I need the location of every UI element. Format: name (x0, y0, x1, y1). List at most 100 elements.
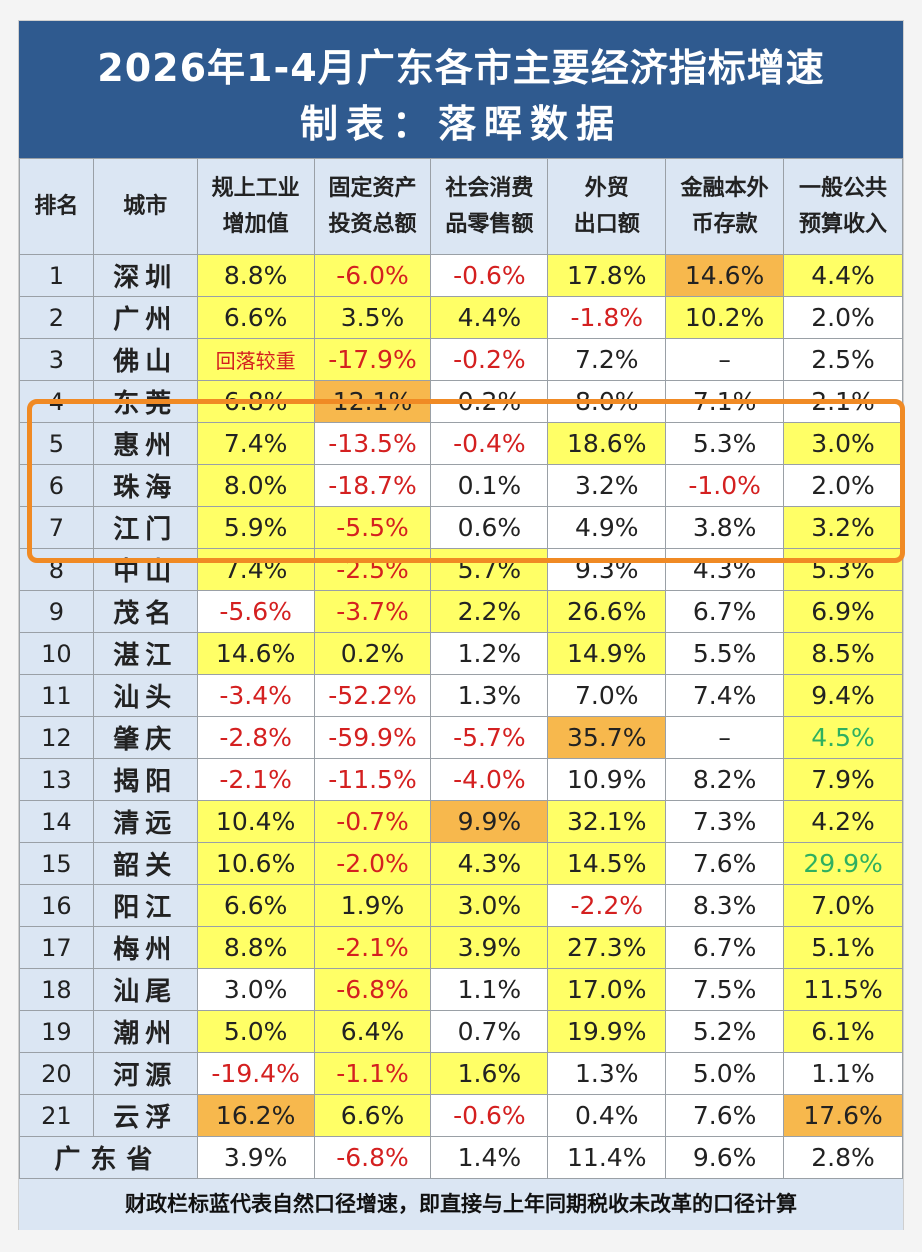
value-cell: 5.2% (665, 1010, 785, 1053)
value-cell: 35.7% (547, 716, 667, 759)
value-cell: 6.9% (783, 590, 903, 633)
table-row: 9 茂名 -5.6% -3.7% 2.2% 26.6% 6.7% 6.9% (19, 590, 903, 633)
value-cell: 1.3% (547, 1052, 667, 1095)
rank-cell: 4 (19, 380, 94, 423)
value-cell: 9.9% (430, 800, 549, 843)
value-cell: 7.4% (665, 674, 785, 717)
rank-cell: 21 (19, 1094, 94, 1137)
value-cell: -3.7% (313, 590, 432, 633)
value-cell: 3.8% (665, 506, 785, 549)
column-header: 社会消费 品零售额 (430, 158, 549, 255)
column-header: 外贸 出口额 (547, 158, 667, 255)
value-cell: 3.2% (547, 464, 667, 507)
column-header: 金融本外 币存款 (665, 158, 785, 255)
city-cell: 珠海 (92, 464, 198, 507)
value-cell: 4.2% (783, 800, 903, 843)
city-cell: 云浮 (92, 1094, 198, 1137)
city-cell: 潮州 (92, 1010, 198, 1053)
value-cell: 0.2% (313, 632, 432, 675)
value-cell: 0.2% (430, 380, 549, 423)
value-cell: 10.2% (665, 296, 785, 339)
column-header-line1: 一般公共 (799, 175, 888, 201)
value-cell: 17.6% (783, 1094, 903, 1137)
rank-cell: 8 (19, 548, 94, 591)
column-header: 一般公共 预算收入 (783, 158, 903, 255)
table-row: 15 韶关 10.6% -2.0% 4.3% 14.5% 7.6% 29.9% (19, 842, 903, 885)
value-cell: 2.0% (783, 296, 903, 339)
value-cell: 17.8% (547, 254, 667, 297)
value-cell: 1.6% (430, 1052, 549, 1095)
value-cell: 7.3% (665, 800, 785, 843)
column-header-line1: 金融本外 (680, 175, 769, 201)
value-cell: 5.7% (430, 548, 549, 591)
rank-cell: 16 (19, 884, 94, 927)
city-cell: 肇庆 (92, 716, 198, 759)
value-cell: -2.8% (196, 716, 315, 759)
rank-cell: 19 (19, 1010, 94, 1053)
value-cell: -1.1% (313, 1052, 432, 1095)
value-cell: 8.2% (665, 758, 785, 801)
value-cell: -13.5% (313, 422, 432, 465)
value-cell: 5.9% (196, 506, 315, 549)
province-value-cell: 1.4% (430, 1136, 549, 1179)
value-cell: -2.1% (196, 758, 315, 801)
value-cell: 3.0% (783, 422, 903, 465)
rank-cell: 6 (19, 464, 94, 507)
value-cell: 11.5% (783, 968, 903, 1011)
value-cell: 1.3% (430, 674, 549, 717)
value-cell: -2.5% (313, 548, 432, 591)
value-cell: 0.1% (430, 464, 549, 507)
table-row: 3 佛山 回落较重 -17.9% -0.2% 7.2% –2.5% (19, 338, 903, 381)
value-cell: 7.4% (196, 548, 315, 591)
value-cell: 8.5% (783, 632, 903, 675)
value-cell: 27.3% (547, 926, 667, 969)
rank-cell: 2 (19, 296, 94, 339)
province-value-cell: 3.9% (196, 1136, 315, 1179)
value-cell: 10.6% (196, 842, 315, 885)
rank-cell: 9 (19, 590, 94, 633)
city-cell: 东莞 (92, 380, 198, 423)
province-value-cell: 2.8% (783, 1136, 903, 1179)
value-cell: 8.8% (196, 926, 315, 969)
table-row: 6 珠海 8.0% -18.7% 0.1% 3.2% -1.0% 2.0% (19, 464, 903, 507)
city-cell: 阳江 (92, 884, 198, 927)
table-row: 13 揭阳 -2.1% -11.5% -4.0% 10.9% 8.2% 7.9% (19, 758, 903, 801)
column-header: 固定资产 投资总额 (313, 158, 432, 255)
value-cell: 7.5% (665, 968, 785, 1011)
city-cell: 韶关 (92, 842, 198, 885)
column-header: 规上工业 增加值 (196, 158, 315, 255)
value-cell: -11.5% (313, 758, 432, 801)
rank-cell: 18 (19, 968, 94, 1011)
value-cell: 4.3% (430, 842, 549, 885)
city-cell: 惠州 (92, 422, 198, 465)
rank-cell: 15 (19, 842, 94, 885)
city-cell: 湛江 (92, 632, 198, 675)
value-cell: -52.2% (313, 674, 432, 717)
table-row: 18 汕尾 3.0% -6.8% 1.1% 17.0% 7.5% 11.5% (19, 968, 903, 1011)
value-cell: 14.6% (665, 254, 785, 297)
value-cell: 9.3% (547, 548, 667, 591)
value-cell: 5.3% (665, 422, 785, 465)
value-cell: -2.0% (313, 842, 432, 885)
value-cell: 4.3% (665, 548, 785, 591)
value-cell: 1.9% (313, 884, 432, 927)
table-row: 11 汕头 -3.4% -52.2% 1.3% 7.0% 7.4% 9.4% (19, 674, 903, 717)
rank-cell: 10 (19, 632, 94, 675)
table-row: 17 梅州 8.8% -2.1% 3.9% 27.3% 6.7% 5.1% (19, 926, 903, 969)
rank-cell: 5 (19, 422, 94, 465)
table-row: 10 湛江 14.6% 0.2% 1.2% 14.9% 5.5% 8.5% (19, 632, 903, 675)
table-row: 16 阳江 6.6% 1.9% 3.0% -2.2% 8.3% 7.0% (19, 884, 903, 927)
indicator-table: 排名 城市 规上工业 增加值 固定资产 投资总额 社会消费 品零售额 外贸 出口额 金融本外 币存款一… (19, 158, 903, 1179)
value-cell: 7.6% (665, 842, 785, 885)
city-cell: 河源 (92, 1052, 198, 1095)
value-cell: 1.1% (430, 968, 549, 1011)
column-header-line2: 品零售额 (445, 211, 534, 237)
city-cell: 中山 (92, 548, 198, 591)
column-header-line2: 币存款 (691, 211, 758, 237)
province-value-cell: -6.8% (313, 1136, 432, 1179)
value-cell: 6.4% (313, 1010, 432, 1053)
value-cell: -6.8% (313, 968, 432, 1011)
rank-cell: 11 (19, 674, 94, 717)
city-cell: 茂名 (92, 590, 198, 633)
value-cell: -2.2% (547, 884, 667, 927)
